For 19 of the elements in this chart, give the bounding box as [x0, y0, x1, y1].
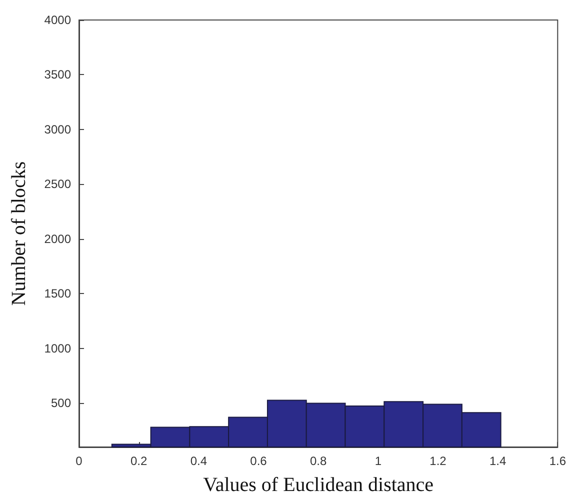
x-tick-label: 0.6 [250, 454, 268, 468]
x-tick-label: 1.2 [430, 454, 447, 468]
y-axis-title: Number of blocks [8, 161, 30, 306]
x-tick-label: 0.4 [190, 454, 208, 468]
y-tick-label: 4000 [44, 13, 72, 27]
x-tick-label: 1.6 [549, 454, 566, 468]
y-tick-label: 3000 [44, 122, 72, 136]
x-axis-title: Values of Euclidean distance [203, 474, 434, 496]
x-tick-label: 1 [374, 454, 382, 468]
x-tick-label: 0.2 [130, 454, 148, 468]
x-tick-label: 1.4 [489, 454, 506, 468]
y-tick-label: 1000 [44, 341, 72, 356]
y-tick-label: 500 [50, 396, 72, 410]
y-tick-label: 2500 [44, 177, 72, 192]
x-tick-label: 0.8 [310, 454, 327, 468]
x-tick-label: 0 [76, 454, 83, 468]
y-tick-label: 3500 [44, 68, 72, 82]
y-tick-label: 2000 [44, 232, 72, 246]
y-tick-label: 1500 [44, 286, 72, 301]
